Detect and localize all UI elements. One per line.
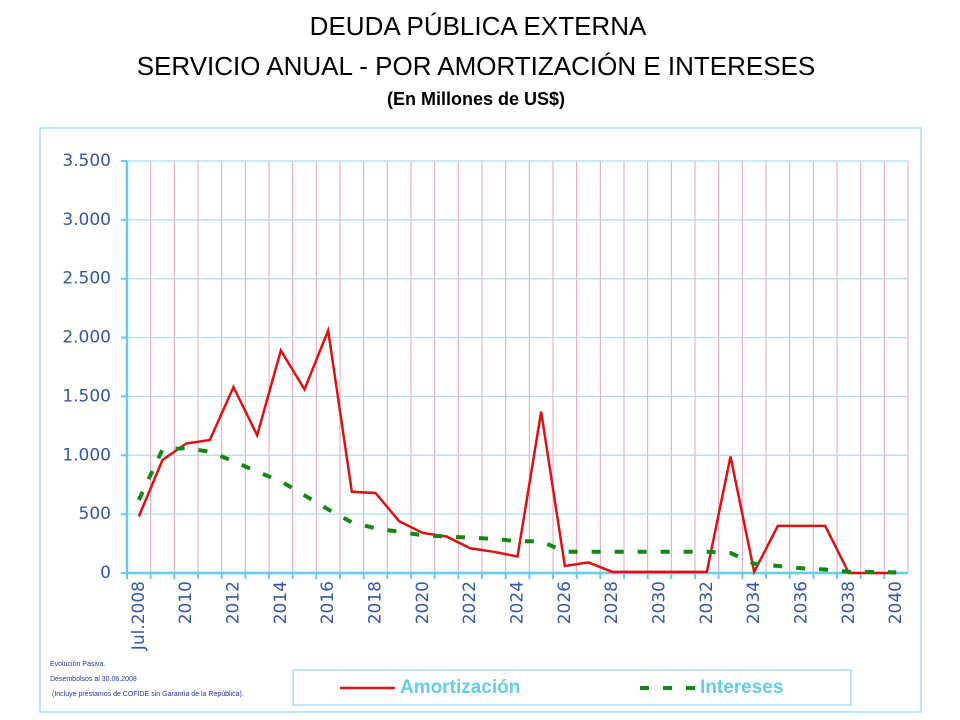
x-tick-label: 2034 — [744, 581, 764, 624]
legend-box — [292, 669, 852, 706]
y-tick-label: 3.500 — [62, 151, 111, 171]
legend-label: Amortización — [400, 677, 520, 698]
y-tick-label: 3.000 — [62, 210, 111, 230]
y-tick-label: 2.000 — [62, 328, 111, 348]
series-line — [137, 325, 897, 576]
y-tick-label: 0 — [100, 563, 111, 583]
x-tick-label: 2024 — [508, 581, 528, 624]
x-tick-label: 2036 — [792, 581, 812, 624]
footnote: Desembolsos al 30.06.2008 — [50, 676, 137, 683]
x-tick-label: Jul.2008 — [129, 581, 149, 651]
footnote: Evolución Pasiva. — [50, 661, 105, 668]
x-tick-label: 2032 — [697, 581, 717, 624]
x-tick-label: 2022 — [460, 581, 480, 624]
x-tick-label: 2026 — [555, 581, 575, 624]
x-tick-label: 2020 — [413, 581, 433, 624]
x-tick-label: 2014 — [271, 581, 291, 624]
legend-label: Intereses — [700, 677, 783, 698]
chart-title: SERVICIO ANUAL - POR AMORTIZACIÓN E INTE… — [137, 51, 816, 81]
y-tick-label: 500 — [79, 504, 111, 524]
y-tick-label: 1.500 — [62, 386, 111, 406]
x-tick-label: 2016 — [318, 581, 338, 624]
chart-subtitle: (En Millones de US$) — [387, 89, 565, 109]
series-line — [137, 446, 897, 575]
x-tick-label: 2028 — [602, 581, 622, 624]
x-tick-label: 2040 — [886, 581, 906, 624]
x-tick-label: 2018 — [366, 581, 386, 624]
x-tick-label: 2030 — [650, 581, 670, 624]
x-tick-label: 2012 — [224, 581, 244, 624]
chart-panel — [39, 127, 922, 713]
x-tick-label: 2010 — [176, 581, 196, 624]
y-tick-label: 1.000 — [62, 445, 111, 465]
chart-title: DEUDA PÚBLICA EXTERNA — [310, 11, 647, 41]
footnote: (Incluye préstamos de COFIDE sin Garantí… — [52, 691, 244, 698]
y-tick-label: 2.500 — [62, 269, 111, 289]
x-tick-label: 2038 — [839, 581, 859, 624]
